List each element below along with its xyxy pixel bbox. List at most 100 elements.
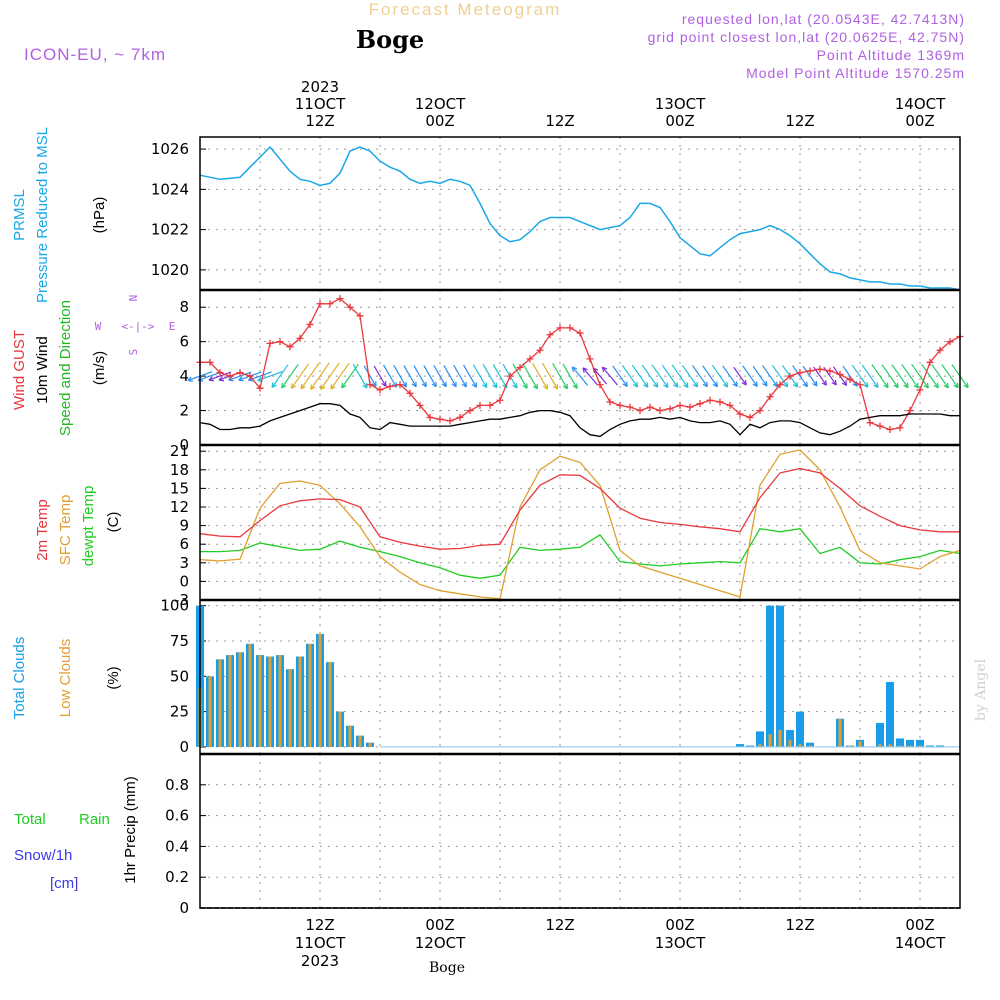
y-tick-label: -3 (174, 591, 189, 609)
bottom-axis-label: 2023 (301, 952, 339, 970)
panel-grids (200, 137, 960, 909)
compass-s: S (127, 349, 140, 356)
y-tick-label: 2 (179, 402, 189, 420)
compass-n: N (127, 295, 140, 302)
low-cloud-bar (368, 742, 372, 747)
wind-direction-arrowhead (722, 381, 729, 388)
y-tick-label: 6 (179, 535, 189, 553)
wind-direction-arrow (851, 364, 869, 388)
pressure-label-msl: Pressure Reduced to MSL (34, 127, 51, 303)
wind-direction-arrowhead (963, 382, 969, 389)
model-point-altitude: Model Point Altitude 1570.25m (746, 65, 965, 81)
wind-gust-marker (446, 417, 454, 425)
temp-unit: (C) (105, 512, 122, 533)
wind-direction-arrowhead (792, 381, 799, 388)
low-cloud-bar (308, 643, 312, 747)
point-altitude: Point Altitude 1369m (817, 47, 965, 63)
wind-direction-arrow (393, 364, 407, 388)
total-cloud-bar (746, 745, 754, 747)
bottom-axis-label: 00Z (905, 916, 934, 934)
bottom-axis-label: 00Z (425, 916, 454, 934)
top-axis-label: 12Z (305, 112, 334, 130)
wind-gust-marker (806, 367, 814, 375)
wind-gust-marker (316, 300, 324, 308)
top-axis-label: 11OCT (295, 95, 346, 113)
wind-direction-arrowhead (653, 382, 659, 388)
wind-gust-marker (676, 401, 684, 409)
wind-direction-arrowhead (812, 380, 818, 387)
bottom-axis-label: 12OCT (415, 934, 466, 952)
y-tick-label: 50 (170, 667, 189, 685)
wind-gust-marker (246, 372, 254, 380)
plot-frame (199, 136, 961, 909)
wind-direction-arrowhead (903, 382, 909, 389)
wind-gust-marker (346, 303, 354, 311)
wind-gust-marker (636, 407, 644, 415)
total-cloud-bar (776, 605, 784, 747)
low-cloud-bar (808, 745, 812, 747)
y-tick-label: 0.6 (165, 807, 189, 825)
wind-gust-marker (406, 389, 414, 397)
wind-direction-arrow (352, 363, 368, 389)
surface-temp-line (199, 449, 961, 600)
wind-direction-arrow (552, 363, 568, 390)
wind-direction-arrows (187, 362, 969, 390)
wind-panel: Wind GUST 10m Wind Speed and Direction (… (11, 295, 969, 454)
wind-gust-marker (546, 331, 554, 339)
wind-direction-arrow (742, 365, 758, 387)
top-axis-label: 14OCT (895, 95, 946, 113)
wind-direction-arrow (802, 365, 818, 387)
wind-direction-arrow (671, 364, 689, 388)
wind-gust-label: Wind GUST (11, 330, 28, 410)
wind-gust-marker (366, 381, 374, 389)
low-cloud-bar (328, 662, 332, 747)
total-cloud-bar (886, 681, 894, 747)
wind-direction-arrowhead (741, 379, 747, 386)
wind-direction-arrowhead (802, 381, 808, 388)
wind-gust-marker (896, 424, 904, 432)
wind-direction-arrow (383, 364, 397, 388)
credit-text: by Angel (973, 658, 989, 721)
wind-direction-arrowhead (913, 382, 919, 389)
wind-direction-arrow (762, 365, 778, 388)
wind-gust-marker (456, 413, 464, 421)
wind-direction-arrow (571, 366, 589, 386)
wind-direction-arrow (752, 365, 768, 387)
y-tick-label: 1026 (151, 140, 189, 158)
wind-gust-marker (606, 398, 614, 406)
wind-gust-marker (386, 382, 394, 390)
precip-y-ticks: 0 0.2 0.4 0.6 0.8 (165, 776, 206, 917)
wind-direction-arrow (891, 364, 909, 389)
wind-gust-marker (216, 369, 224, 377)
wind-direction-arrow (621, 364, 639, 388)
low-cloud-bar (858, 741, 862, 747)
compass-glyph: <-|-> (121, 320, 154, 333)
wind-direction-arrow (403, 365, 417, 388)
dewpoint-line (200, 527, 961, 579)
wind-direction-arrowhead (841, 380, 848, 386)
total-cloud-bar (896, 738, 904, 747)
wind-direction-arrowhead (571, 366, 578, 372)
wind-direction-arrowhead (632, 381, 639, 388)
wind-direction-arrow (330, 362, 350, 390)
wind-gust-marker (486, 401, 494, 409)
wind-direction-arrowhead (692, 381, 699, 388)
header-title: Forecast Meteogram (369, 0, 562, 19)
wind-direction-arrowhead (752, 381, 758, 387)
wind-direction-arrowhead (300, 383, 306, 390)
low-cloud-bar (788, 739, 792, 747)
wind-direction-arrowhead (562, 383, 568, 390)
wind-direction-arrow (453, 364, 467, 388)
wind-gust-marker (626, 403, 634, 411)
wind-direction-arrow (931, 363, 949, 389)
wind-direction-arrowhead (441, 381, 447, 388)
wind-direction-arrowhead (732, 381, 738, 387)
wind-direction-arrow (702, 365, 718, 388)
wind-gust-marker (506, 372, 514, 380)
low-cloud-bar (778, 729, 782, 747)
wind-direction-arrow (413, 365, 427, 388)
wind-direction-arrowhead (953, 382, 959, 389)
total-cloud-bar (756, 731, 764, 747)
precip-snow-unit: [cm] (50, 875, 78, 892)
